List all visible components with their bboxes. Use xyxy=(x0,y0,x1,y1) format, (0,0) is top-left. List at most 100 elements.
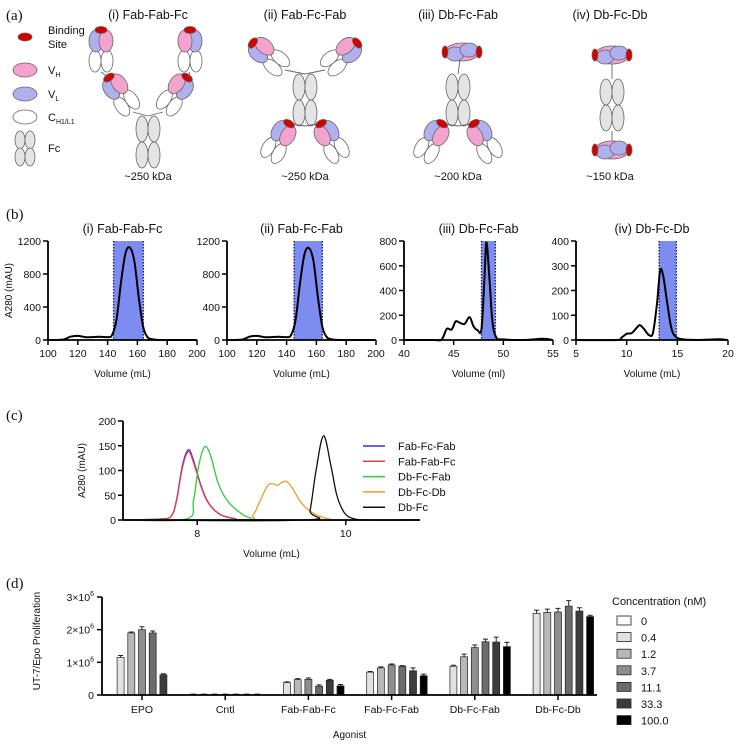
chart-5: EPO Cntl Fab-Fab-Fc Fab-Fc-Fab Db-Fc-Fab Db-F… xyxy=(32,591,706,741)
binding-site-icon xyxy=(94,26,108,34)
bar xyxy=(470,647,479,696)
legend-swatch xyxy=(616,698,632,709)
x-tick-label: 120 xyxy=(248,348,266,360)
bar xyxy=(283,682,291,696)
collected-fraction-region xyxy=(659,241,677,340)
legend-swatch xyxy=(616,615,632,626)
x-axis-label: Volume (mL) xyxy=(243,549,300,560)
error-bar xyxy=(160,673,166,675)
x-axis-label: Volume (mL) xyxy=(624,369,681,380)
error-bar xyxy=(305,677,311,680)
bar xyxy=(148,632,157,696)
x-tick-label: 100 xyxy=(218,348,236,360)
y-tick-label: 200 xyxy=(551,286,569,298)
fab-arm xyxy=(319,36,363,77)
construct-mass: ~200 kDa xyxy=(434,171,482,183)
bar xyxy=(481,641,490,696)
bar xyxy=(554,611,562,696)
error-bar xyxy=(461,653,467,657)
fc-domain xyxy=(445,73,471,127)
bar xyxy=(460,656,468,696)
x-tick-label: 10 xyxy=(340,528,352,540)
fc-domain xyxy=(292,73,318,127)
construct-title: (iv) Db-Fc-Db xyxy=(573,8,648,22)
chromatogram-line xyxy=(575,267,729,342)
chart-title: (i) Fab-Fab-Fc xyxy=(83,222,163,236)
bar xyxy=(315,685,323,696)
y-tick-label: 100 xyxy=(98,466,116,478)
legend-swatch xyxy=(616,715,632,725)
error-bar xyxy=(150,630,156,633)
fc-domain-icon xyxy=(599,78,613,106)
constant-domain-icon xyxy=(189,49,203,73)
y-tick-label: 400 xyxy=(379,286,397,298)
fab-arm xyxy=(155,72,194,117)
x-axis-label: Volume (ml) xyxy=(452,369,505,380)
construct-title: (iii) Db-Fc-Fab xyxy=(418,8,498,22)
x-tick-label: 15 xyxy=(671,348,683,360)
error-bar xyxy=(576,607,582,612)
x-tick-label: 120 xyxy=(69,348,87,360)
bar xyxy=(564,605,573,696)
fc-domain-icon xyxy=(445,99,459,127)
y-tick-label: 0 xyxy=(35,335,41,347)
binding-site-icon xyxy=(625,143,633,157)
fc-domain-icon xyxy=(292,99,306,127)
vl-domain-icon xyxy=(459,42,479,58)
chart-2: 40 45 50 55 0 200 400 600 800 (iii) Db-Fc-Fab Volu… xyxy=(379,222,559,380)
error-bar xyxy=(399,665,405,667)
fab-arm xyxy=(102,72,141,117)
fab-arm xyxy=(177,26,203,73)
legend-label: Site xyxy=(48,39,67,51)
x-tick-label: 40 xyxy=(398,348,410,360)
legend-label: 1.2 xyxy=(641,649,656,661)
fab-arm xyxy=(413,118,450,164)
legend-label: Fab-Fab-Fc xyxy=(398,456,456,468)
bar xyxy=(492,641,501,696)
panel-label-c: (c) xyxy=(6,408,23,424)
fc-domain-icon xyxy=(135,115,149,143)
construct-title: (ii) Fab-Fc-Fab xyxy=(264,8,347,22)
constant-domain-icon xyxy=(177,49,191,73)
x-tick-label: 140 xyxy=(99,348,117,360)
legend-label: VH xyxy=(48,65,60,79)
y-tick-label: 50 xyxy=(104,490,116,502)
y-axis-label: UT-7/Epo Proliferation xyxy=(32,592,43,690)
error-bar xyxy=(128,631,134,633)
y-tick-label: 400 xyxy=(202,302,220,314)
chart-1: 100 120 140 160 180 200 0 400 800 1200 (ii) Fab-Fc… xyxy=(197,222,385,380)
legend-label: Db-Fc-Db xyxy=(398,487,446,499)
panel-label-b: (b) xyxy=(6,207,24,223)
vl-domain-icon xyxy=(609,45,629,61)
constant-domain-icon xyxy=(88,49,102,73)
fc-domain-icon xyxy=(611,78,625,106)
y-tick-label: 0 xyxy=(563,335,569,347)
x-axis-label: Volume (mL) xyxy=(273,369,330,380)
chromatogram-line xyxy=(403,241,554,342)
bar xyxy=(138,629,146,696)
error-bar xyxy=(566,600,572,607)
antibody-format-diagram: Binding Site VH VL CH1/L1 Fc (i) Fab-Fab-Fc ~25… xyxy=(12,8,648,183)
error-bar xyxy=(450,664,456,667)
fc-domain-icon xyxy=(24,130,36,150)
x-tick-label: 50 xyxy=(497,348,509,360)
fc-domain-icon xyxy=(14,147,26,167)
legend-title: Concentration (nM) xyxy=(612,596,706,608)
fc-domain-icon xyxy=(304,73,318,101)
y-tick-label: 200 xyxy=(98,416,116,428)
linker xyxy=(457,59,461,75)
bar xyxy=(409,670,417,696)
category-label: Fab-Fc-Fab xyxy=(364,704,419,716)
bar xyxy=(325,679,334,696)
fc-domain-icon xyxy=(457,73,471,101)
y-tick-label: 1200 xyxy=(18,236,42,248)
error-bar xyxy=(504,641,510,647)
error-bar xyxy=(544,608,550,613)
bar xyxy=(159,674,168,696)
legend-label: Fab-Fc-Fab xyxy=(398,441,455,453)
chart-title: (iii) Db-Fc-Fab xyxy=(439,222,519,236)
y-tick-label: 800 xyxy=(202,269,220,281)
y-tick-label: 1×106 xyxy=(66,656,94,669)
legend-swatch xyxy=(616,665,632,676)
